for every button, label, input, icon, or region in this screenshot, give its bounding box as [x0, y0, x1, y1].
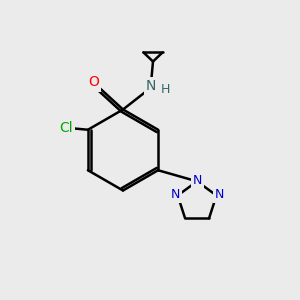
- Text: O: O: [88, 76, 99, 89]
- Text: Cl: Cl: [59, 121, 73, 135]
- Text: N: N: [146, 79, 156, 93]
- Text: N: N: [170, 188, 180, 201]
- Text: N: N: [214, 188, 224, 201]
- Text: H: H: [161, 83, 170, 96]
- Text: N: N: [192, 174, 202, 187]
